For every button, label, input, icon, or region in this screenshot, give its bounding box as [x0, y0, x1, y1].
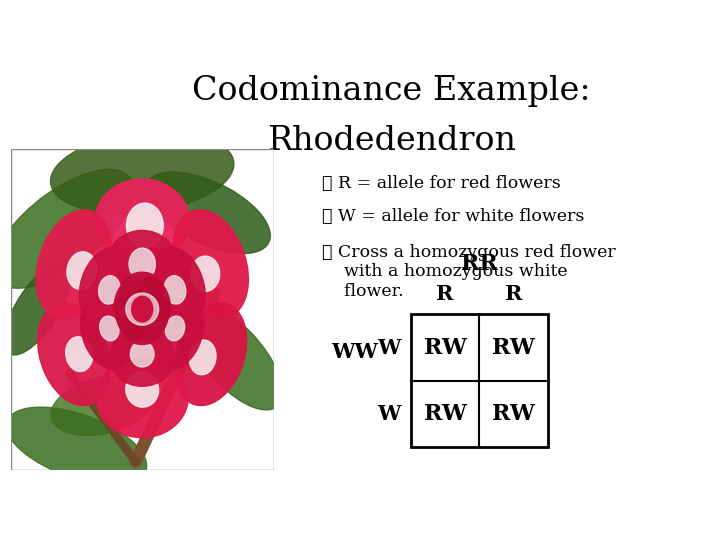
- Text: RW: RW: [492, 403, 535, 425]
- Ellipse shape: [164, 276, 186, 304]
- Ellipse shape: [50, 131, 234, 214]
- Bar: [11, 148, 274, 470]
- Ellipse shape: [6, 407, 147, 484]
- Ellipse shape: [174, 303, 247, 406]
- Ellipse shape: [145, 172, 270, 254]
- Ellipse shape: [154, 297, 204, 369]
- Text: RW: RW: [423, 336, 467, 359]
- Ellipse shape: [189, 340, 216, 375]
- Ellipse shape: [67, 252, 96, 289]
- Ellipse shape: [121, 272, 163, 308]
- Ellipse shape: [115, 298, 143, 340]
- Bar: [411, 314, 547, 447]
- Ellipse shape: [114, 277, 144, 322]
- Ellipse shape: [81, 297, 130, 369]
- Text: R: R: [436, 284, 454, 304]
- Text: RR: RR: [461, 253, 498, 275]
- Text: Rhodedendron: Rhodedendron: [267, 125, 516, 157]
- Ellipse shape: [191, 256, 220, 292]
- Ellipse shape: [79, 247, 132, 323]
- Text: ❖ Cross a homozygous red flower
    with a homozygous white
    flower.: ❖ Cross a homozygous red flower with a h…: [322, 244, 616, 300]
- Ellipse shape: [153, 247, 205, 323]
- Ellipse shape: [51, 376, 155, 435]
- Ellipse shape: [142, 298, 169, 340]
- Ellipse shape: [129, 248, 156, 280]
- Ellipse shape: [36, 210, 112, 319]
- Ellipse shape: [96, 357, 188, 437]
- Text: R: R: [505, 284, 522, 304]
- Text: ❖ W = allele for white flowers: ❖ W = allele for white flowers: [322, 208, 584, 225]
- Ellipse shape: [108, 231, 176, 292]
- Ellipse shape: [95, 179, 189, 262]
- Ellipse shape: [166, 316, 185, 341]
- Ellipse shape: [0, 170, 134, 288]
- Ellipse shape: [173, 210, 248, 319]
- Ellipse shape: [126, 372, 158, 407]
- Ellipse shape: [126, 293, 158, 325]
- Text: ❖ R = allele for red flowers: ❖ R = allele for red flowers: [322, 175, 560, 192]
- Text: Codominance Example:: Codominance Example:: [192, 75, 590, 107]
- Ellipse shape: [99, 316, 119, 341]
- Ellipse shape: [66, 337, 93, 372]
- Ellipse shape: [127, 203, 163, 248]
- Text: RW: RW: [423, 403, 467, 425]
- Ellipse shape: [4, 264, 71, 355]
- Text: WW: WW: [331, 341, 379, 362]
- Text: W: W: [377, 404, 401, 424]
- Text: RW: RW: [492, 336, 535, 359]
- Ellipse shape: [122, 312, 162, 345]
- Ellipse shape: [99, 276, 120, 304]
- Circle shape: [132, 296, 153, 322]
- Text: W: W: [377, 338, 401, 357]
- Ellipse shape: [186, 305, 282, 410]
- Ellipse shape: [130, 341, 154, 367]
- Ellipse shape: [109, 328, 175, 386]
- Ellipse shape: [140, 277, 171, 322]
- Ellipse shape: [37, 303, 110, 406]
